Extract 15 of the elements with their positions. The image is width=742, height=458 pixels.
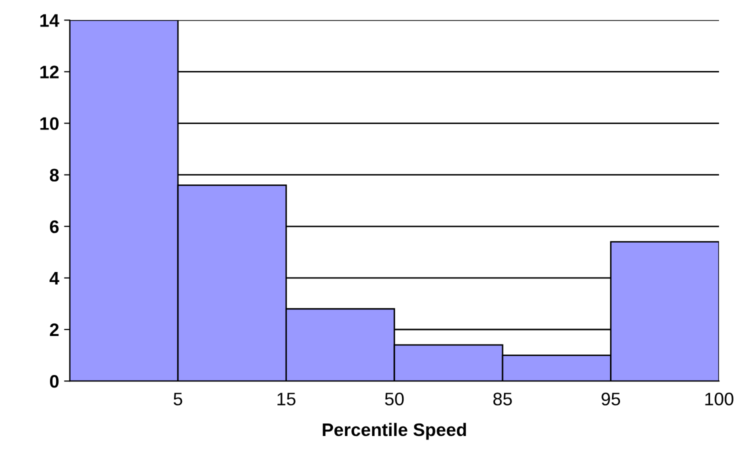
y-tick-label: 10 xyxy=(40,117,59,130)
x-tick-label: 5 xyxy=(174,392,182,406)
x-tick-label: 95 xyxy=(602,392,620,406)
x-tick-label: 50 xyxy=(385,392,404,406)
y-tick-label: 0 xyxy=(50,374,59,388)
y-tick-label: 2 xyxy=(50,323,59,336)
x-tick-label: 15 xyxy=(278,392,296,406)
y-tick-label: 6 xyxy=(50,220,59,234)
x-axis-title: Percentile Speed xyxy=(322,422,466,440)
y-tick-label: 12 xyxy=(40,66,59,78)
y-tick-label: 4 xyxy=(50,272,60,284)
x-tick-label: 85 xyxy=(493,392,512,406)
y-tick-label: 14 xyxy=(40,14,60,27)
x-tick-label: 100 xyxy=(705,392,734,406)
y-tick-label: 8 xyxy=(50,168,59,182)
